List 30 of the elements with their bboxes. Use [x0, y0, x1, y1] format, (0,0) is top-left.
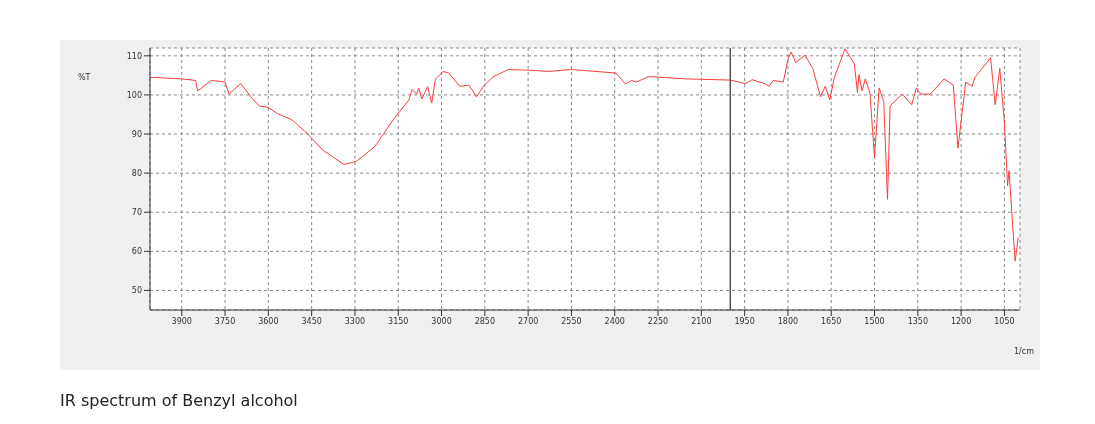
y-tick-label: 90 — [131, 129, 142, 139]
y-tick-label: 110 — [126, 51, 142, 61]
x-tick-label: 3150 — [388, 316, 409, 326]
x-tick-label: 1800 — [777, 316, 799, 326]
x-tick-label: 2250 — [647, 316, 669, 326]
x-tick-label: 3450 — [301, 316, 322, 326]
x-tick-label: 2550 — [561, 316, 582, 326]
x-tick-label: 1050 — [994, 316, 1015, 326]
x-tick-label: 2700 — [517, 316, 539, 326]
y-tick-label: 80 — [131, 168, 142, 178]
x-axis-title: 1/cm — [1014, 347, 1034, 356]
y-axis-title: %T — [78, 73, 91, 82]
x-tick-label: 3000 — [431, 316, 452, 326]
y-tick-label: 100 — [126, 90, 142, 100]
text: IR spectrum of Benzyl alcohol — [60, 391, 298, 410]
x-tick-label: 2400 — [604, 316, 625, 326]
x-tick-label: 3600 — [258, 316, 279, 326]
x-tick-label: 2850 — [474, 316, 496, 326]
y-tick-label: 70 — [131, 208, 142, 218]
x-tick-label: 3750 — [214, 316, 236, 326]
y-tick-label: 60 — [131, 247, 142, 257]
x-tick-label: 3900 — [171, 316, 192, 326]
x-tick-label: 1500 — [864, 316, 885, 326]
x-tick-label: 1200 — [950, 316, 972, 326]
y-tick-label: 50 — [131, 286, 142, 296]
x-tick-label: 1350 — [907, 316, 928, 326]
x-tick-label: 1650 — [821, 316, 842, 326]
x-tick-label: 3300 — [344, 316, 366, 326]
x-tick-label: 2100 — [691, 316, 712, 326]
x-tick-label: 1950 — [734, 316, 755, 326]
